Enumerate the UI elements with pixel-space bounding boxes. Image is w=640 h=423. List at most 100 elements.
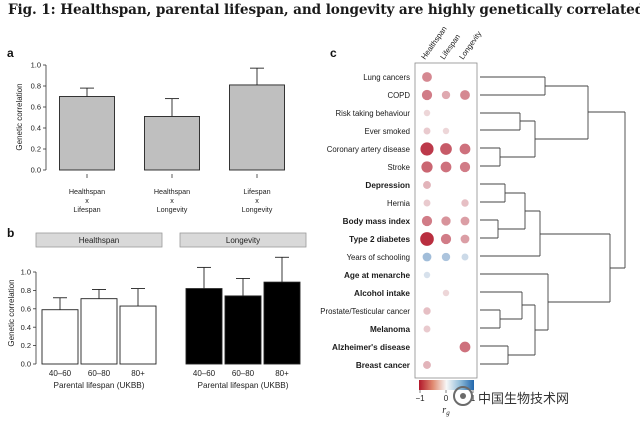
colorbar-label: rg (442, 405, 450, 417)
row-label: Type 2 diabetes (349, 235, 410, 244)
bar (144, 115, 200, 171)
row-label: Lung cancers (363, 73, 410, 82)
heatmap-dot (459, 143, 471, 155)
panel-b-xlabel-longevity: Parental lifespan (UKBB) (197, 381, 288, 390)
x-tick-label: 40–60 (49, 369, 72, 378)
bar (263, 281, 301, 365)
heatmap-dot (422, 252, 432, 262)
x-tick-label: Longevity (242, 205, 273, 214)
y-tick-label: 0.8 (21, 286, 31, 295)
row-label: Age at menarche (344, 271, 410, 280)
heatmap-dot (461, 253, 469, 261)
dendro-branch (500, 120, 536, 158)
panel-b-ylabel: Genetic correlation (7, 279, 16, 346)
dendro-branch (508, 304, 536, 356)
heatmap-dot (421, 89, 433, 101)
heatmap-dot (442, 289, 450, 297)
bar (59, 96, 115, 171)
dendro-branch (480, 210, 541, 257)
x-tick-label: x (170, 196, 174, 205)
y-tick-label: 1.0 (21, 268, 31, 277)
heatmap-dot (423, 325, 431, 333)
heatmap-dot (459, 161, 471, 173)
y-tick-label: 0.8 (31, 82, 41, 91)
heatmap-dot (441, 252, 451, 262)
heatmap-dot (421, 161, 433, 173)
y-tick-label: 0.6 (21, 304, 31, 313)
panel-a-bars (59, 67, 285, 171)
x-tick-label: Longevity (157, 205, 188, 214)
dendro-branch (480, 112, 521, 131)
y-tick-label: 1.0 (31, 61, 41, 70)
heatmap-dot (422, 72, 432, 82)
dendro-branch (480, 76, 546, 96)
row-label: Alcohol intake (354, 289, 410, 298)
x-tick-label: 60–80 (88, 369, 111, 378)
y-tick-label: 0.0 (21, 360, 31, 369)
x-tick-label: x (255, 196, 259, 205)
row-label: Coronary artery disease (327, 145, 410, 154)
panel-b: b Healthspan Longevity Genetic correlati… (7, 226, 307, 390)
heatmap-dot (440, 233, 452, 245)
x-tick-label: Lifespan (73, 205, 100, 214)
heatmap-dot (461, 199, 469, 207)
dendro-branch (480, 291, 522, 329)
dendrogram (480, 76, 626, 365)
heatmap-dot (423, 307, 431, 315)
heatmap-dot (440, 143, 452, 155)
panel-a-ylabel: Genetic correlation (15, 83, 24, 150)
colorbar-tick: −1 (415, 394, 425, 403)
y-tick-label: 0.4 (21, 323, 31, 332)
row-label: Prostate/Testicular cancer (320, 307, 410, 316)
x-tick-label: 80+ (275, 369, 289, 378)
panel-a: a Genetic correlation 0.0 0.2 0.4 0.6 0.8 1.0… (7, 46, 285, 214)
heatmap-dot (421, 215, 433, 227)
bar (119, 305, 157, 365)
dendro-branch (540, 233, 611, 303)
colorbar-gradient (419, 380, 474, 390)
bar (80, 298, 118, 365)
x-tick-label: Healthspan (154, 187, 190, 196)
panel-b-axis: 0.0 0.2 0.4 0.6 0.8 1.0 (21, 268, 37, 369)
heatmap-dot (441, 216, 451, 226)
dendro-branch (480, 273, 549, 331)
y-tick-label: 0.2 (31, 145, 41, 154)
row-label: Hernia (387, 199, 411, 208)
dendro-branch (498, 192, 526, 230)
longevity-strip (179, 232, 307, 248)
heatmap-dot (460, 216, 470, 226)
heatmap-dot (423, 199, 431, 207)
heatmap-rows: Lung cancers COPD Risk taking behaviour Eve… (320, 72, 471, 370)
panel-a-letter: a (7, 46, 14, 60)
heatmap-dot (460, 90, 470, 100)
x-tick-label: 40–60 (193, 369, 216, 378)
x-tick-label: Lifespan (243, 187, 270, 196)
bar (185, 288, 223, 365)
heatmap-dot (423, 361, 431, 369)
heatmap-dot (423, 181, 431, 189)
y-tick-label: 0.6 (31, 103, 41, 112)
panel-b-xlabels: 40–60 60–80 80+ 40–60 60–80 80+ (49, 369, 289, 378)
heatmap-dot (440, 161, 452, 173)
y-tick-label: 0.2 (21, 341, 31, 350)
dendro-branch (588, 111, 626, 269)
dendro-branch (480, 183, 506, 203)
x-tick-label: 80+ (131, 369, 145, 378)
panel-b-xlabel-healthspan: Parental lifespan (UKBB) (53, 381, 144, 390)
row-label: Breast cancer (356, 361, 411, 370)
row-label: Depression (365, 181, 410, 190)
heatmap-dot (441, 90, 451, 100)
bar (41, 309, 79, 365)
panel-b-letter: b (7, 226, 14, 240)
row-label: COPD (387, 91, 410, 100)
y-tick-label: 0.4 (31, 124, 41, 133)
row-label: Stroke (387, 163, 410, 172)
x-tick-label: 60–80 (232, 369, 255, 378)
watermark: 中国生物技术网 (478, 392, 570, 407)
y-tick-label: 0.0 (31, 166, 41, 175)
dendro-branch (480, 345, 509, 365)
heatmap-dot (459, 341, 471, 353)
column-header: Longevity (457, 29, 483, 61)
